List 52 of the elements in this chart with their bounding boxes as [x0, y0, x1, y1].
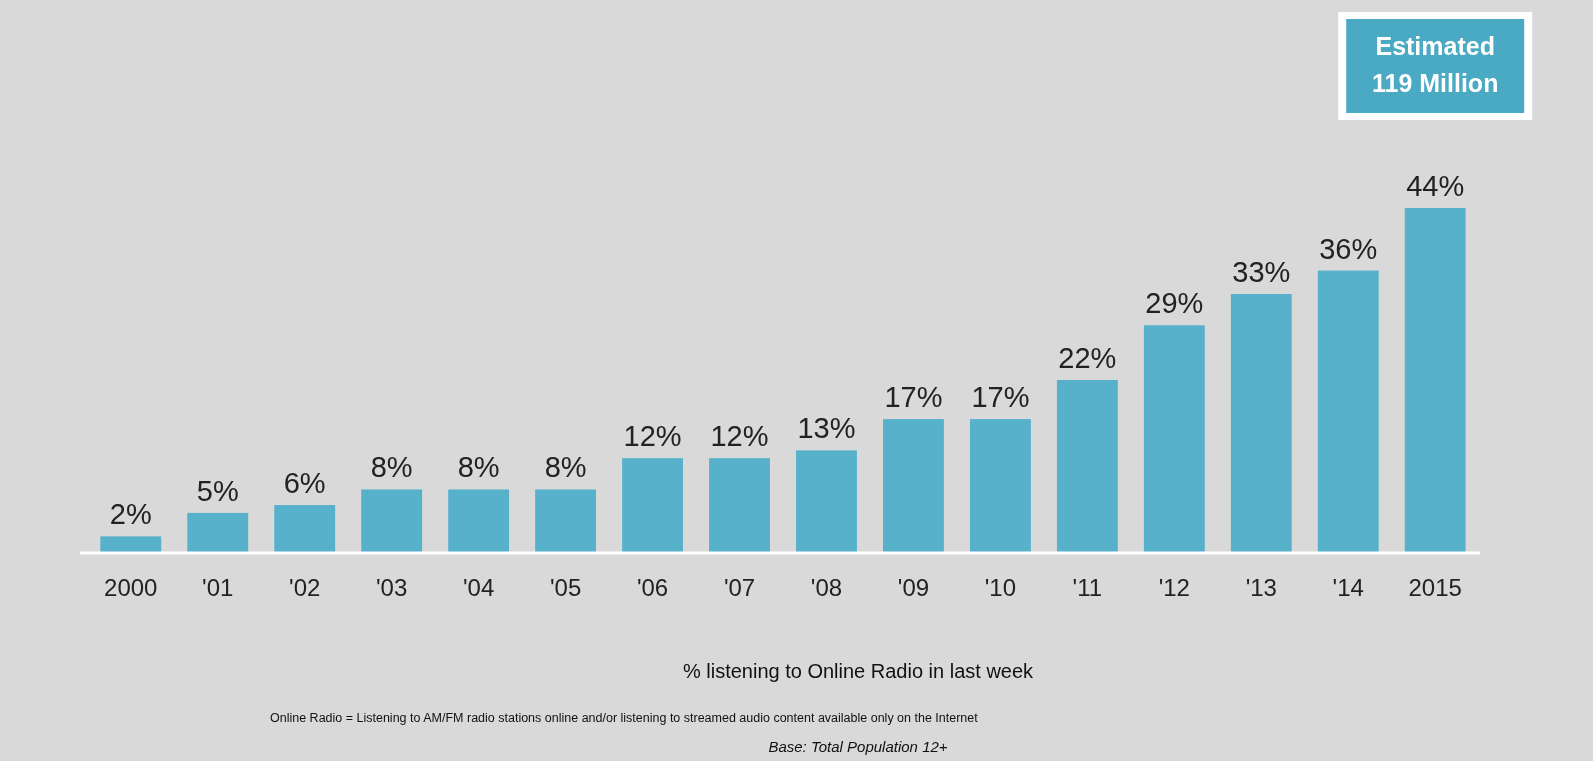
data-label: 33% — [1232, 256, 1291, 288]
x-tick-label: '02 — [289, 574, 321, 601]
x-tick-label: '14 — [1332, 574, 1364, 601]
data-label: 2% — [109, 498, 152, 531]
text: Online Radio = Listening to AM/FM radio stations online and/or listening to streamed audio content available only on the Internet — [270, 711, 979, 725]
data-label: 12% — [710, 420, 769, 453]
bar — [1143, 325, 1205, 552]
x-tick-label: '03 — [376, 574, 408, 601]
bar — [622, 458, 683, 552]
text: Base: Total Population 12+ — [768, 738, 948, 755]
data-label: 12% — [623, 420, 682, 453]
bar — [1230, 294, 1292, 552]
bar — [274, 505, 336, 552]
bar — [709, 458, 770, 552]
data-label: 17% — [971, 381, 1030, 414]
x-tick-label: '07 — [723, 574, 756, 601]
data-label: 13% — [797, 412, 856, 445]
x-tick-label: '10 — [984, 574, 1017, 601]
bar — [448, 489, 510, 552]
data-label: 5% — [196, 474, 239, 507]
x-tick-label: 2015 — [1408, 574, 1462, 601]
x-tick-label: '01 — [202, 574, 234, 601]
data-label: 17% — [884, 381, 943, 414]
x-tick-label: '12 — [1158, 574, 1190, 601]
data-label: 8% — [544, 451, 587, 484]
bar — [100, 536, 162, 552]
text: Estimated 119 Million — [1372, 32, 1499, 97]
x-tick-label: '08 — [810, 574, 843, 601]
x-tick-label: '04 — [462, 574, 495, 601]
data-label: 36% — [1319, 232, 1378, 265]
bar — [1056, 380, 1118, 552]
bar — [361, 489, 423, 552]
x-tick-label: '09 — [897, 574, 930, 601]
text: % listening to Online Radio in last week — [682, 660, 1035, 682]
bar — [1404, 208, 1466, 552]
bar — [883, 419, 944, 552]
bar — [1317, 270, 1379, 552]
x-tick-label: '13 — [1245, 574, 1277, 601]
data-label: 8% — [457, 451, 500, 484]
data-label: 8% — [370, 451, 413, 484]
data-label: 6% — [283, 467, 326, 500]
x-tick-label: 2000 — [104, 574, 158, 601]
x-tick-label: '06 — [636, 574, 669, 601]
data-label: 44% — [1406, 170, 1465, 202]
bar — [796, 450, 857, 552]
x-tick-label: '11 — [1072, 574, 1103, 601]
data-label: 22% — [1058, 342, 1117, 374]
bar — [535, 489, 597, 552]
bar — [187, 512, 249, 552]
x-tick-label: '05 — [549, 574, 582, 601]
data-label: 29% — [1145, 287, 1204, 320]
bar — [969, 419, 1031, 552]
